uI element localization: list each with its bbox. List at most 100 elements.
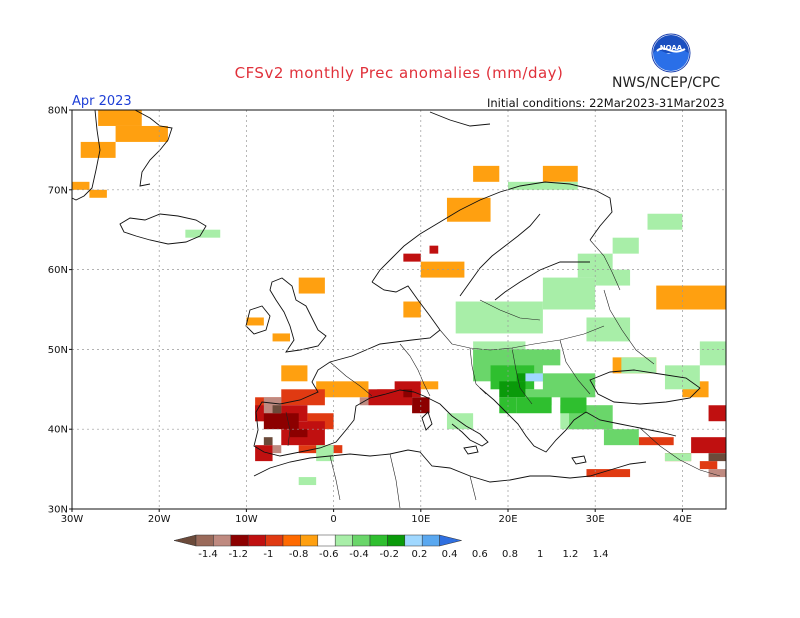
anomaly-cell (272, 445, 282, 454)
colorbar-swatch (334, 534, 353, 547)
colorbar-swatch (300, 534, 319, 547)
anomaly-cell (621, 357, 657, 374)
lon-label: 10W (235, 514, 258, 525)
noaa-logo-text: NOAA (660, 44, 683, 52)
anomaly-cell (595, 269, 631, 286)
anomaly-cell (542, 165, 578, 182)
anomaly-cell (516, 373, 535, 382)
colorbar-swatch (230, 534, 249, 547)
colorbar-label: -0.2 (379, 549, 399, 560)
lon-label: 40E (673, 514, 692, 525)
lat-label: 80N (48, 106, 68, 117)
colorbar: -1.4 -1.2 -1 -0.8 -0.6 -0.4 -0.2 0.2 0.4 0.6 0.8 1 1… (173, 534, 609, 560)
initial-conditions: Initial conditions: 22Mar2023-31Mar2023 (487, 96, 725, 110)
anomaly-cell (263, 413, 299, 430)
anomaly-cell (647, 213, 683, 230)
colorbar-arrow-right (439, 534, 462, 547)
lon-label: 0 (330, 514, 336, 525)
anomaly-cell (708, 405, 726, 422)
anomaly-cell (80, 141, 116, 158)
anomaly-cell (638, 437, 674, 446)
colorbar-label: -0.6 (319, 549, 339, 560)
anomaly-cell (542, 277, 596, 310)
lon-label: 30W (61, 514, 84, 525)
anomaly-cell (542, 373, 596, 398)
lon-label: 20W (148, 514, 171, 525)
anomaly-cells (72, 110, 726, 486)
latitude-labels: 80N 70N 60N 50N 40N 30N (48, 106, 72, 516)
lon-label: 30E (586, 514, 605, 525)
map-title-text: CFSv2 monthly Prec anomalies (mm/day) (234, 64, 564, 82)
anomaly-cell (691, 437, 726, 454)
agency-label: NWS/NCEP/CPC (612, 75, 721, 91)
anomaly-cell (403, 389, 413, 398)
colorbar-label: -0.4 (349, 549, 369, 560)
colorbar-label: 0.8 (502, 549, 518, 560)
anomaly-cell (446, 197, 491, 222)
colorbar-swatch (404, 534, 423, 547)
colorbar-swatch (213, 534, 232, 547)
colorbar-swatch (421, 534, 440, 547)
colorbar-label: 1.2 (562, 549, 578, 560)
colorbar-label: 0.2 (411, 549, 427, 560)
colorbar-label: 0.4 (442, 549, 458, 560)
forecast-month: Apr 2023 (72, 94, 132, 109)
anomaly-cell (316, 381, 369, 398)
country-borders (285, 239, 721, 509)
lat-label: 60N (48, 265, 68, 276)
colorbar-label: 1.4 (593, 549, 609, 560)
map-title: CFSv2 monthly Prec anomalies (mm/day) (0, 64, 800, 82)
coastlines (72, 110, 701, 483)
anomaly-cell (586, 469, 631, 478)
lat-label: 70N (48, 185, 68, 196)
anomaly-cell (612, 237, 639, 254)
graticule (72, 110, 726, 509)
anomaly-cell (246, 317, 264, 326)
colorbar-label: 1 (537, 549, 543, 560)
anomaly-cell (525, 373, 543, 382)
anomaly-cell (699, 341, 726, 366)
anomaly-cell (272, 333, 290, 342)
anomaly-cell (499, 381, 526, 398)
colorbar-swatch (247, 534, 266, 547)
anomaly-cell (89, 189, 107, 198)
anomaly-cell (560, 397, 587, 414)
noaa-logo: NOAA (651, 33, 691, 73)
colorbar-swatch (369, 534, 388, 547)
anomaly-cell (420, 381, 439, 390)
anomaly-cell (298, 277, 325, 294)
colorbar-label: -1 (263, 549, 273, 560)
longitude-labels: 30W 20W 10W 0 10E 20E 30E 40E (61, 509, 692, 525)
anomaly-cell (603, 429, 639, 446)
colorbar-swatch (317, 534, 336, 547)
anomaly-cell (429, 245, 439, 254)
colorbar-swatch (282, 534, 301, 547)
anomaly-cell (403, 301, 421, 318)
anomaly-cell (115, 125, 168, 142)
colorbar-label: -1.2 (228, 549, 248, 560)
anomaly-cell (290, 429, 308, 438)
map-frame (71, 109, 727, 510)
colorbar-swatch (387, 534, 406, 547)
anomaly-cell (473, 165, 500, 182)
anomaly-cell (508, 349, 561, 366)
lat-label: 40N (48, 425, 68, 436)
anomaly-cell (664, 453, 692, 462)
anomaly-cell (72, 181, 90, 190)
anomaly-cell (263, 437, 273, 446)
anomaly-cell (98, 110, 142, 126)
anomaly-cell (185, 229, 221, 238)
colorbar-swatch (265, 534, 284, 547)
colorbar-arrow-left (173, 534, 197, 547)
lon-label: 20E (498, 514, 517, 525)
anomaly-cell (708, 469, 726, 478)
anomaly-cell (272, 405, 282, 414)
anomaly-cell (281, 365, 308, 382)
lon-label: 10E (411, 514, 430, 525)
anomaly-cell (708, 453, 726, 462)
colorbar-swatch (195, 534, 214, 547)
colorbar-label: -0.8 (289, 549, 309, 560)
colorbar-label: 0.6 (472, 549, 488, 560)
lat-label: 30N (48, 505, 68, 516)
